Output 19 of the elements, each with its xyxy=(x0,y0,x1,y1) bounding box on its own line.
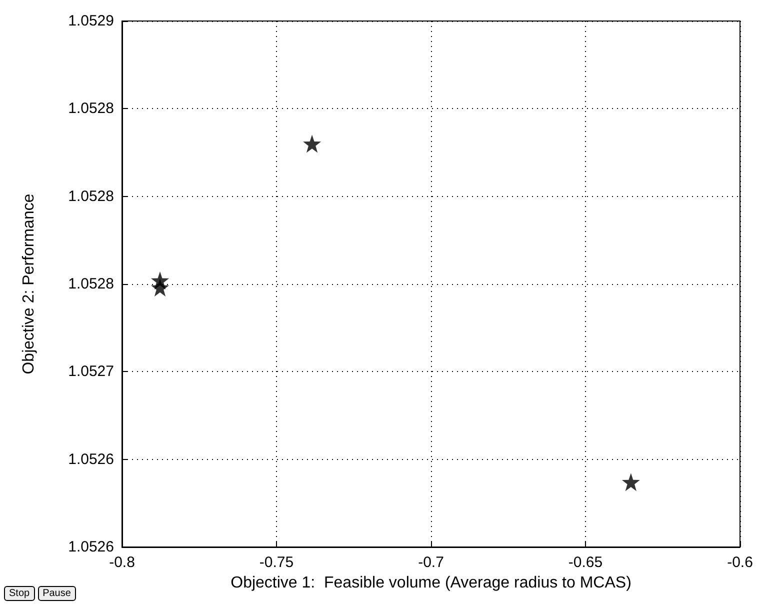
x-tick-label: -0.6 xyxy=(727,554,753,571)
point xyxy=(622,473,640,492)
x-axis-title: Objective 1: Feasible volume (Average radius to MCAS) xyxy=(230,574,632,592)
y-tick-label: 1.0528 xyxy=(68,188,114,205)
x-tick-label: -0.7 xyxy=(418,554,444,571)
x-tick-label: -0.8 xyxy=(109,554,135,571)
text: Pause xyxy=(38,586,76,601)
point xyxy=(151,271,170,290)
point xyxy=(303,134,322,153)
y-tick-label: 1.0528 xyxy=(68,100,114,118)
y-tick-label: 1.0526 xyxy=(68,538,114,556)
y-tick-label: 1.0529 xyxy=(68,12,114,30)
x-tick-label: -0.65 xyxy=(568,554,603,571)
text: Stop xyxy=(4,586,35,601)
x-tick-label: -0.75 xyxy=(259,554,294,571)
y-tick-label: 1.0526 xyxy=(68,450,114,468)
y-tick-label: 1.0527 xyxy=(68,363,114,380)
y-tick-label: 1.0528 xyxy=(68,276,114,292)
y-axis-title: Objective 2: Performance xyxy=(20,194,38,374)
